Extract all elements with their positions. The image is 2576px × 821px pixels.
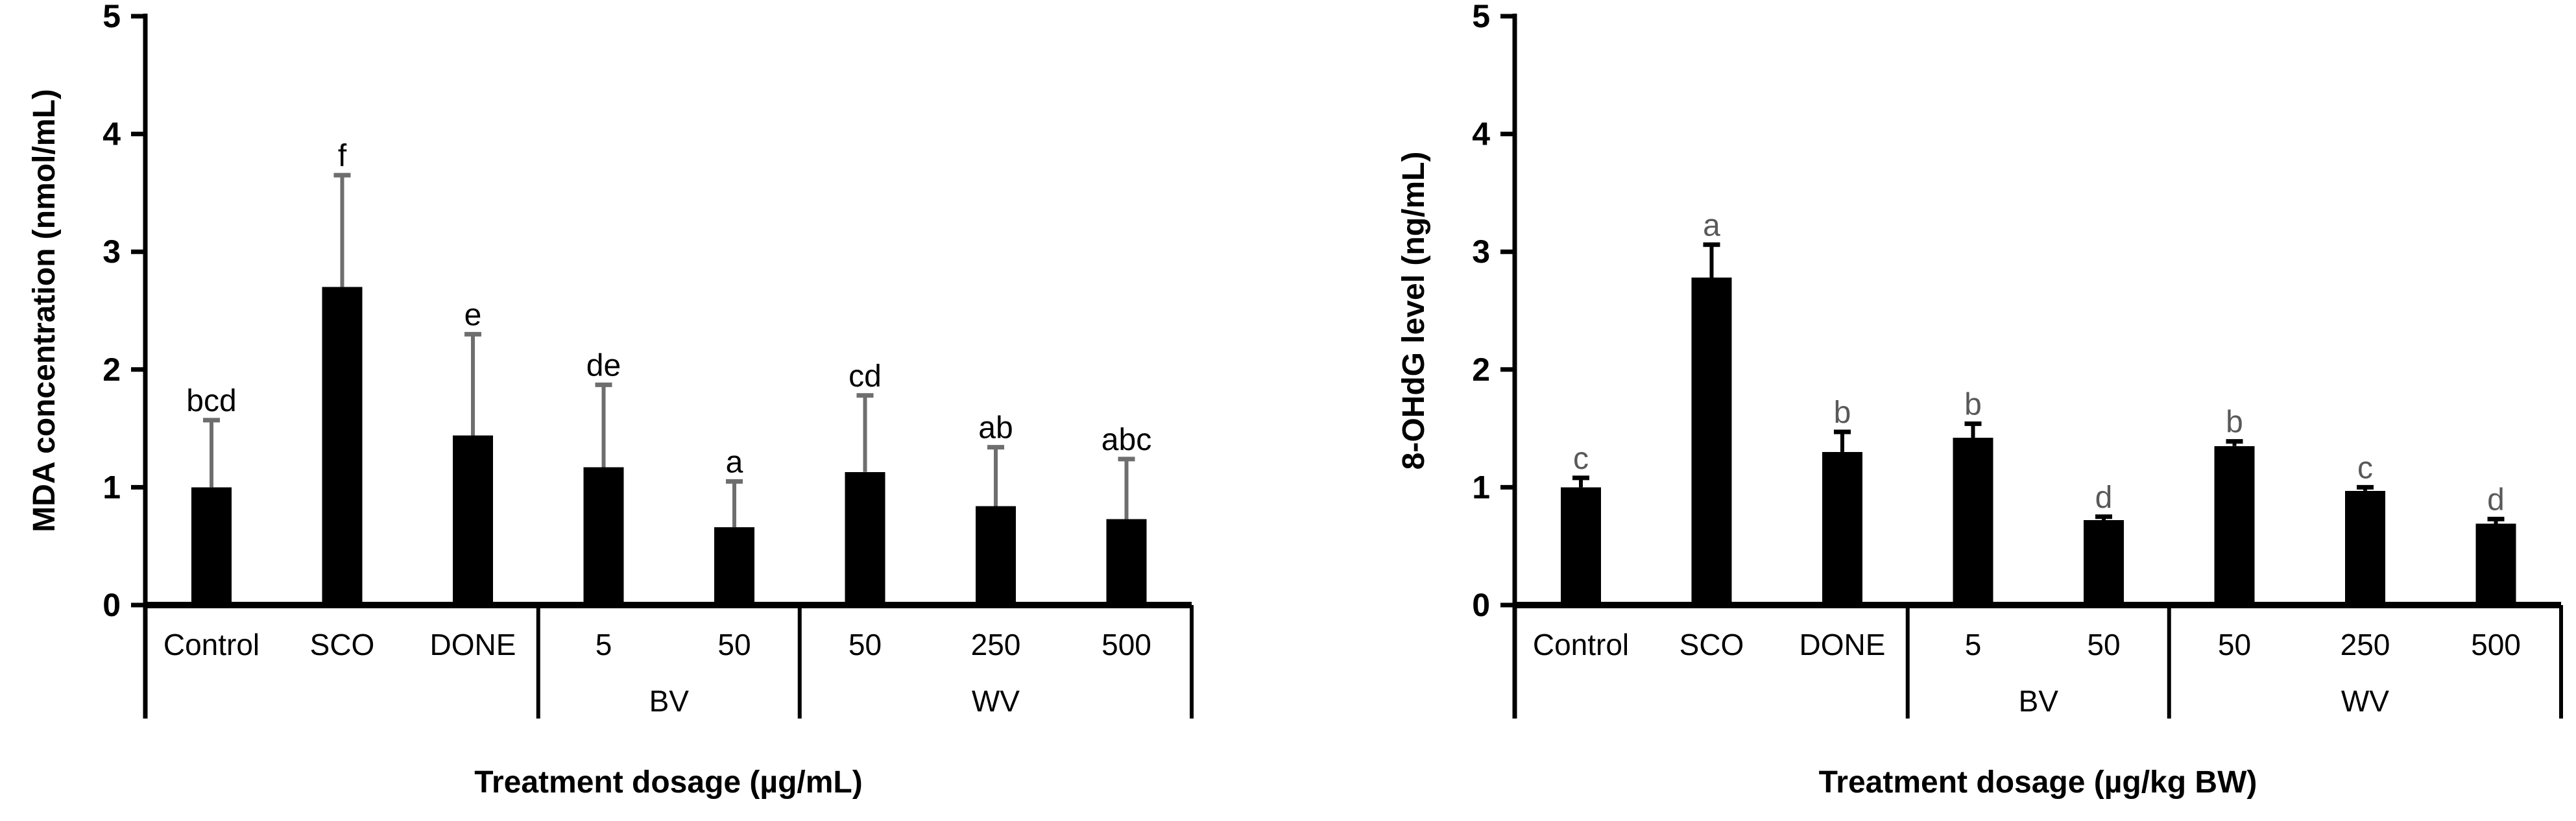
ohdg-y-tick-label-4: 4 xyxy=(1472,116,1490,152)
bar-ohdg-bv-5 xyxy=(1953,438,1993,605)
x-category-label-ohdg-wv-50: 50 xyxy=(2218,628,2251,661)
mda-y-tick-label-5: 5 xyxy=(102,0,121,34)
mda-y-axis-title: MDA concentration (nmol/mL) xyxy=(27,89,62,532)
sig-letter-ohdg-wv-250: c xyxy=(2357,451,2373,485)
bar-mda-main-control xyxy=(191,487,232,605)
ohdg-y-tick-label-0: 0 xyxy=(1472,587,1490,623)
bar-ohdg-wv-50 xyxy=(2214,446,2255,605)
x-category-label-mda-main-sco: SCO xyxy=(310,628,375,661)
sig-letter-ohdg-bv-50: d xyxy=(2095,481,2113,515)
sig-letter-ohdg-main-done: b xyxy=(1834,396,1851,430)
sig-letter-ohdg-main-sco: a xyxy=(1703,208,1720,243)
bar-mda-main-done xyxy=(453,435,493,605)
mda-y-tick-label-1: 1 xyxy=(102,469,121,505)
mda-bar-chart: MDA concentration (nmol/mL) 0 1 2 3 4 5 bcd Cont… xyxy=(27,0,1194,800)
x-category-label-mda-bv-5: 5 xyxy=(596,628,612,661)
ohdg-group-label-wv: WV xyxy=(2341,684,2389,718)
ohdg-y-tick-label-3: 3 xyxy=(1472,233,1490,270)
ohdg-y-tick-label-5: 5 xyxy=(1472,0,1490,34)
bar-mda-bv-50 xyxy=(714,527,754,605)
sig-letter-ohdg-wv-50: b xyxy=(2226,405,2243,440)
x-category-label-ohdg-bv-50: 50 xyxy=(2087,628,2120,661)
sig-letter-mda-wv-500: abc xyxy=(1101,423,1151,457)
x-category-label-mda-wv-250: 250 xyxy=(971,628,1021,661)
x-category-label-ohdg-main-done: DONE xyxy=(1800,628,1886,661)
ohdg-y-tick-label-2: 2 xyxy=(1472,351,1490,388)
mda-group-label-bv: BV xyxy=(649,684,690,718)
sig-letter-mda-bv-50: a xyxy=(726,445,743,479)
sig-letter-ohdg-wv-500: d xyxy=(2487,482,2505,517)
mda-y-tick-label-2: 2 xyxy=(102,351,121,388)
sig-letter-mda-main-sco: f xyxy=(338,139,347,173)
x-category-label-mda-wv-500: 500 xyxy=(1101,628,1151,661)
ohdg-y-axis-title: 8-OHdG level (ng/mL) xyxy=(1397,152,1431,470)
x-category-label-ohdg-wv-250: 250 xyxy=(2341,628,2390,661)
sig-letter-mda-main-control: bcd xyxy=(186,384,236,418)
bar-ohdg-main-sco xyxy=(1691,278,1732,605)
ohdg-y-tick-label-1: 1 xyxy=(1472,469,1490,505)
bar-mda-main-sco xyxy=(322,287,363,605)
sig-letter-ohdg-bv-5: b xyxy=(1964,387,1982,422)
mda-y-tick-label-4: 4 xyxy=(102,116,121,152)
mda-y-tick-label-3: 3 xyxy=(102,233,121,270)
bar-ohdg-bv-50 xyxy=(2084,520,2124,605)
bar-ohdg-main-control xyxy=(1561,487,1601,605)
bar-ohdg-wv-250 xyxy=(2345,490,2385,605)
sig-letter-ohdg-main-control: c xyxy=(1573,442,1589,476)
ohdg-x-axis-title: Treatment dosage (µg/kg BW) xyxy=(1819,765,2257,800)
mda-y-tick-label-0: 0 xyxy=(102,587,121,623)
bar-ohdg-main-done xyxy=(1822,451,1862,605)
bar-mda-wv-250 xyxy=(976,506,1016,605)
x-category-label-ohdg-bv-5: 5 xyxy=(1965,628,1982,661)
sig-letter-mda-main-done: e xyxy=(464,298,482,332)
bar-mda-wv-500 xyxy=(1106,519,1147,605)
bar-mda-bv-5 xyxy=(583,467,624,605)
x-category-label-mda-wv-50: 50 xyxy=(849,628,882,661)
mda-x-axis-title: Treatment dosage (µg/mL) xyxy=(474,765,862,800)
x-category-label-mda-main-done: DONE xyxy=(430,628,516,661)
x-category-label-mda-main-control: Control xyxy=(163,628,259,661)
bar-ohdg-wv-500 xyxy=(2475,523,2516,605)
ohdg-group-label-bv: BV xyxy=(2019,684,2059,718)
bar-mda-wv-50 xyxy=(845,471,885,605)
x-category-label-ohdg-wv-500: 500 xyxy=(2471,628,2521,661)
ohdg-bar-chart: 8-OHdG level (ng/mL) 0 1 2 3 4 5 c Control a SCO b D… xyxy=(1397,0,2563,800)
sig-letter-mda-wv-50: cd xyxy=(849,359,882,394)
sig-letter-mda-wv-250: ab xyxy=(978,411,1013,446)
sig-letter-mda-bv-5: de xyxy=(586,348,621,383)
x-category-label-mda-bv-50: 50 xyxy=(717,628,751,661)
x-category-label-ohdg-main-sco: SCO xyxy=(1679,628,1744,661)
x-category-label-ohdg-main-control: Control xyxy=(1533,628,1629,661)
mda-group-label-wv: WV xyxy=(972,684,1020,718)
